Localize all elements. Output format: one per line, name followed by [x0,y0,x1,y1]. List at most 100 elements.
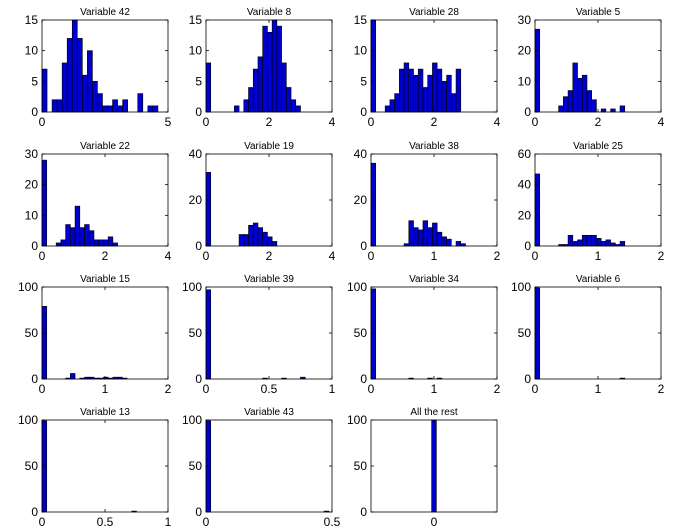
panel-5-axes [41,153,169,247]
panel-7-bar [413,227,419,247]
panel-8-bar [619,241,626,247]
panel-1-bar [152,105,159,113]
panel-4-axes [534,19,662,113]
panel-14-ytick-label: 0 [195,505,202,519]
panel-10-ytick-label: 50 [189,326,203,340]
panel-3-title: Variable 28 [409,7,459,18]
panel-2-bar [252,68,259,113]
panel-4-bar [591,99,597,113]
panel-4-bar [558,105,564,113]
panel-7-xtick-label: 2 [494,249,501,263]
panel-4-bar [586,90,592,113]
panel-6-title: Variable 19 [244,141,294,152]
panel-3: Variable 28 0 2 4 0 5 10 15 [354,7,501,129]
panel-2-bar [295,105,301,113]
panel-14: Variable 43 0 0.5 0 50 100 [182,407,341,529]
panel-3-xtick-label: 0 [368,115,375,129]
panel-3-xtick-label: 2 [431,115,438,129]
panel-5-xtick-label: 2 [102,249,109,263]
panel-4-xtick-label: 0 [532,115,539,129]
panel-1-bar [76,38,83,113]
panel-2-bar [248,87,254,113]
panel-15-bar [431,419,437,513]
panel-5-bar [107,236,114,247]
panel-4-bar [567,90,574,113]
panel-4-bar [572,62,578,113]
panel-11-title: Variable 34 [409,274,459,285]
panel-8-ytick-label: 20 [518,208,532,222]
panel-8-bar [591,234,597,247]
panel-7-bar [432,222,438,247]
panel-9-title: Variable 15 [80,274,130,285]
panel-5-ytick-label: 0 [31,239,38,253]
panel-7-bar [427,227,433,247]
panel-5-bar [84,224,90,247]
panel-1-bar [41,68,48,113]
panel-2-xtick-label: 0 [203,115,210,129]
panel-3-bar [436,68,443,113]
panel-12-ytick-label: 0 [524,372,531,386]
panel-7-bar [455,241,462,247]
panel-1-axes [41,19,169,113]
panel-15-xtick-label: 0 [431,515,438,529]
panel-4-xtick-label: 4 [658,115,665,129]
panel-15-ytick-label: 0 [360,505,367,519]
panel-5-bar [65,224,71,247]
panel-1-bar [82,74,88,113]
panel-13-axes [41,419,169,513]
panel-1-ytick-label: 5 [31,74,38,88]
panel-12-xtick-label: 1 [595,382,602,396]
panel-1-ytick-label: 0 [31,105,38,119]
panel-8-xtick-label: 1 [595,249,602,263]
panel-4-ytick-label: 30 [518,13,532,27]
panel-5-bar [79,227,85,247]
panel-1-bar [112,99,118,113]
panel-4-ytick-label: 0 [524,105,531,119]
panel-13-ytick-label: 50 [25,459,39,473]
panel-4: Variable 5 0 2 4 0 10 20 30 [518,7,665,129]
panel-6-bar [257,227,264,247]
panel-5-bar [98,239,104,247]
panel-11-xtick-label: 1 [431,382,438,396]
panel-13-xtick-label: 0 [39,515,46,529]
panel-2-bar [267,31,273,113]
panel-2-bar [257,56,264,113]
panel-8-bar [572,241,578,247]
panel-6-bar [267,236,273,247]
panel-7-bar [370,162,377,247]
panel-8-axes [534,153,662,247]
panel-9-ytick-label: 0 [31,372,38,386]
panel-2-ytick-label: 0 [195,105,202,119]
panel-14-axes [205,419,333,513]
panel-1-bar [92,81,98,113]
panel-8-bar [596,238,602,247]
panel-12-ytick-label: 100 [511,280,531,294]
panel-9-bar [70,373,76,380]
panel-3-ytick-label: 0 [360,105,367,119]
panel-11-xtick-label: 0 [368,382,375,396]
panel-3-ytick-label: 5 [360,74,367,88]
panel-14-xtick-label: 0 [203,515,210,529]
panel-1-title: Variable 42 [80,7,130,18]
panel-8-bar [581,234,588,247]
panel-1-bar [56,99,63,113]
panel-1-bar [61,62,68,113]
panel-9-ytick-label: 50 [25,326,39,340]
panel-4-bar [619,105,626,113]
panel-1-bar [122,99,128,113]
panel-4-bar [563,96,569,113]
panel-3-xtick-label: 4 [494,115,501,129]
panel-5-xtick-label: 4 [165,249,172,263]
panel-8-xtick-label: 0 [532,249,539,263]
panel-10-axes [205,286,333,380]
panel-8-bar [605,239,611,247]
panel-11-ytick-label: 50 [354,326,368,340]
panel-3-bar [408,68,414,113]
panel-9-xtick-label: 1 [102,382,109,396]
panel-9-xtick-label: 2 [165,382,172,396]
panel-2-xtick-label: 4 [329,115,336,129]
panel-11-ytick-label: 100 [347,280,367,294]
panel-13-xtick-label: 1 [165,515,172,529]
